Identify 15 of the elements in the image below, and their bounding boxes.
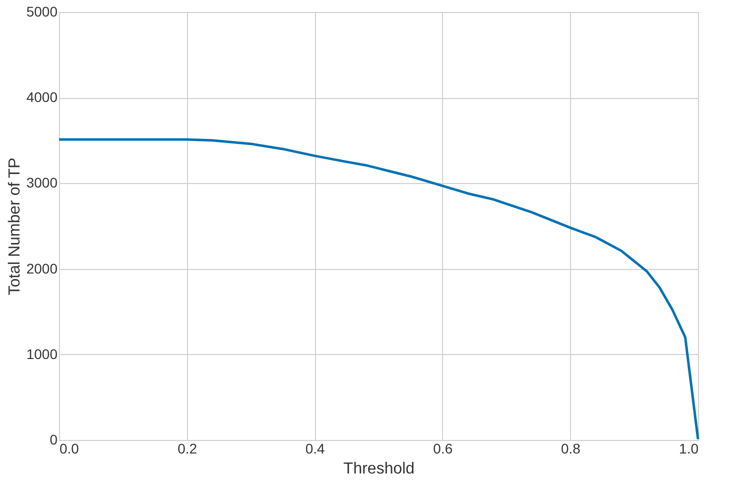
- y-tick-label: 4000: [26, 89, 58, 106]
- y-tick-label: 2000: [26, 260, 58, 276]
- y-tick-label: 3000: [26, 174, 58, 191]
- y-tick-label: 1000: [26, 346, 58, 362]
- y-axis-title: Total Number of TP: [6, 158, 24, 296]
- x-tick-label: 0.6: [433, 440, 453, 456]
- x-tick-label: 0.0: [60, 440, 80, 456]
- y-tick-label: 5000: [26, 4, 58, 20]
- x-tick-label: 1.0: [679, 440, 699, 456]
- x-tick-label: 0.4: [305, 440, 326, 456]
- x-tick-label: 0.2: [178, 440, 198, 456]
- x-tick-label: 0.8: [560, 440, 581, 456]
- y-tick-label: 0: [50, 432, 58, 448]
- x-axis-title: Threshold: [343, 460, 415, 478]
- line-series: [58, 138, 700, 440]
